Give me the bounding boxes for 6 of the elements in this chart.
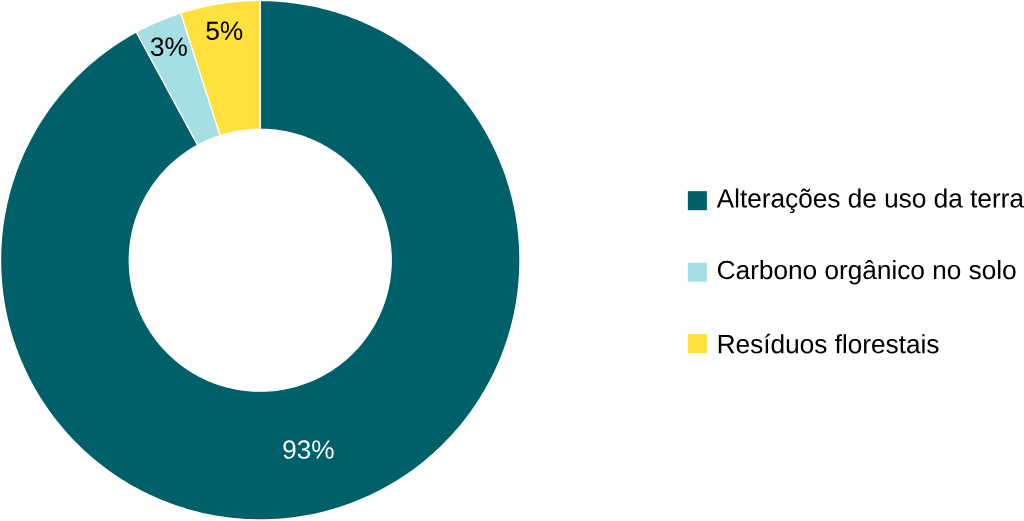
data-label: 3%	[150, 37, 187, 57]
legend-label: Alterações de uso da terra	[716, 188, 1024, 214]
legend-label: Carbono orgânico no solo	[717, 260, 1016, 285]
legend-label: Resíduos florestais	[718, 334, 939, 354]
data-label: 5%	[206, 21, 243, 41]
data-label: 93%	[283, 440, 334, 460]
